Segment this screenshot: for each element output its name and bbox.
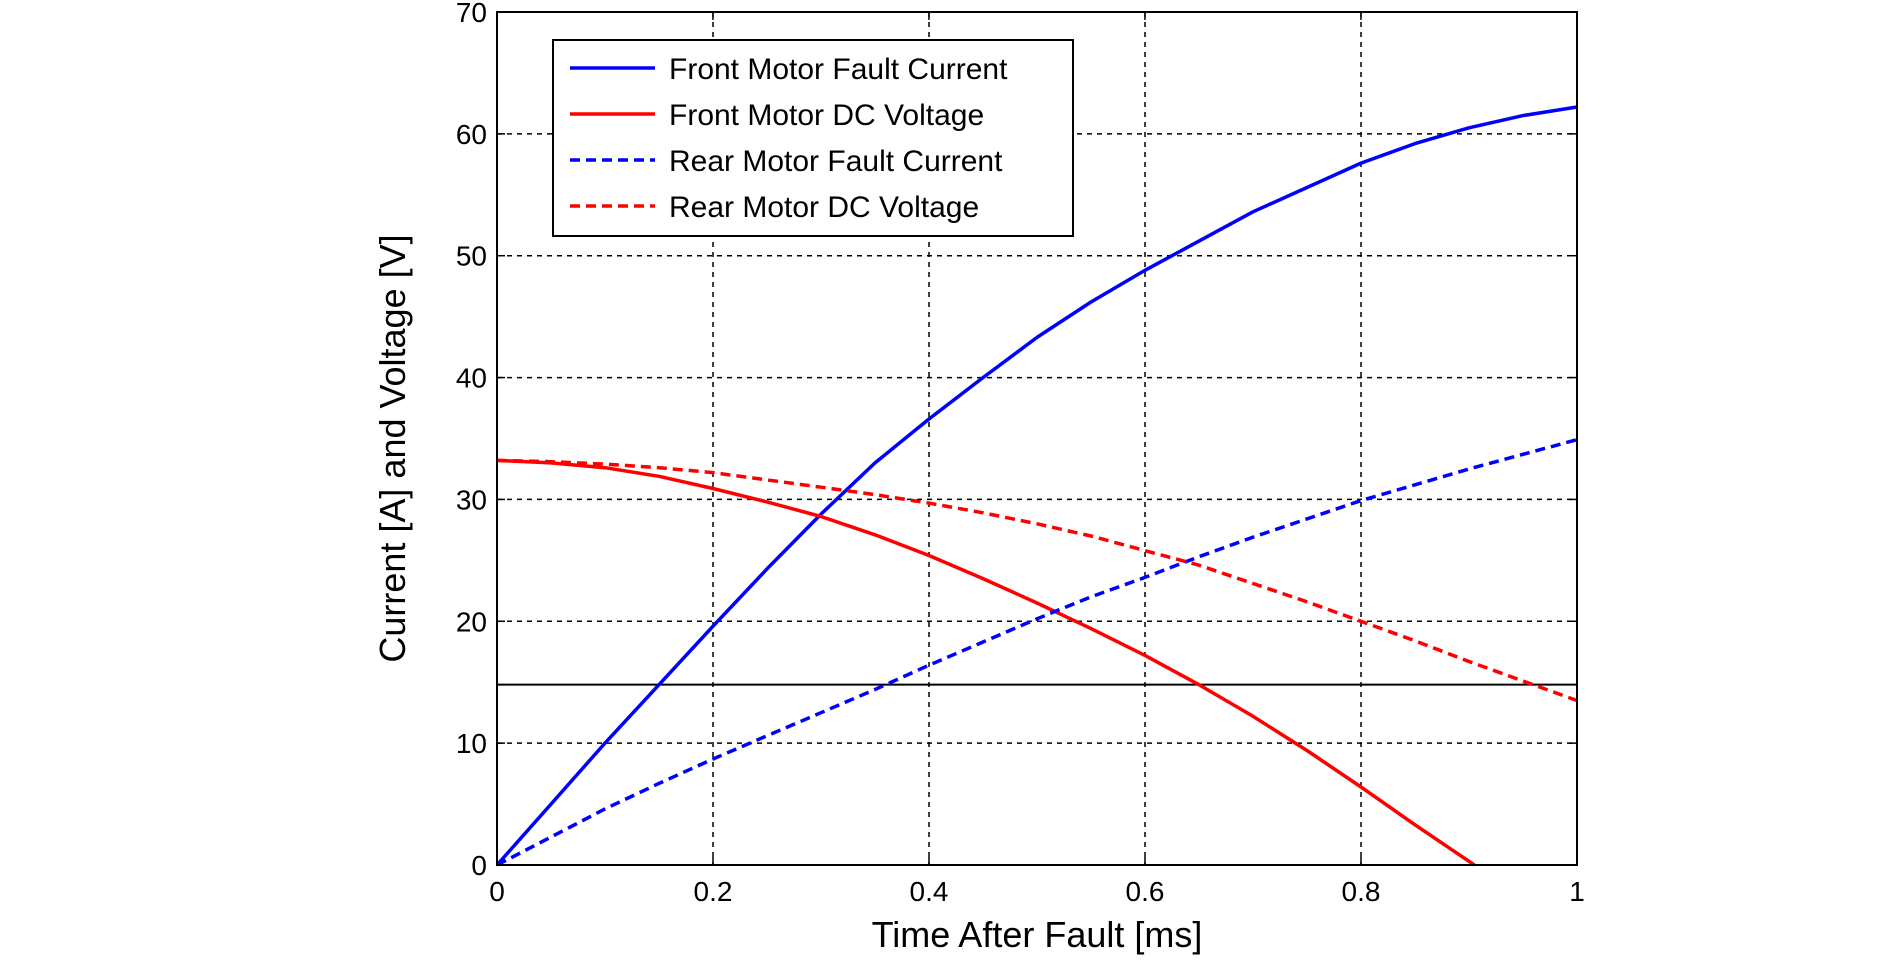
y-tick-label: 0: [471, 850, 487, 881]
x-tick-label: 0.2: [694, 876, 733, 907]
y-tick-label: 10: [456, 728, 487, 759]
y-axis-title: Current [A] and Voltage [V]: [372, 234, 413, 662]
y-tick-label: 50: [456, 241, 487, 272]
legend-label-3: Rear Motor Fault Current: [669, 145, 1003, 178]
legend: Front Motor Fault Current Front Motor DC …: [553, 40, 1073, 236]
x-tick-label: 0.6: [1126, 876, 1165, 907]
x-tick-label: 1: [1569, 876, 1585, 907]
y-tick-label: 40: [456, 363, 487, 394]
y-tick-label: 60: [456, 119, 487, 150]
legend-label-1: Front Motor Fault Current: [669, 53, 1008, 86]
y-tick-label: 30: [456, 484, 487, 515]
y-tick-label: 20: [456, 606, 487, 637]
legend-label-2: Front Motor DC Voltage: [669, 99, 984, 132]
legend-label-4: Rear Motor DC Voltage: [669, 191, 979, 224]
x-axis-title: Time After Fault [ms]: [872, 914, 1203, 955]
y-tick-label: 70: [456, 0, 487, 28]
x-tick-label: 0.8: [1342, 876, 1381, 907]
x-tick-label: 0: [489, 876, 505, 907]
x-tick-label: 0.4: [910, 876, 949, 907]
